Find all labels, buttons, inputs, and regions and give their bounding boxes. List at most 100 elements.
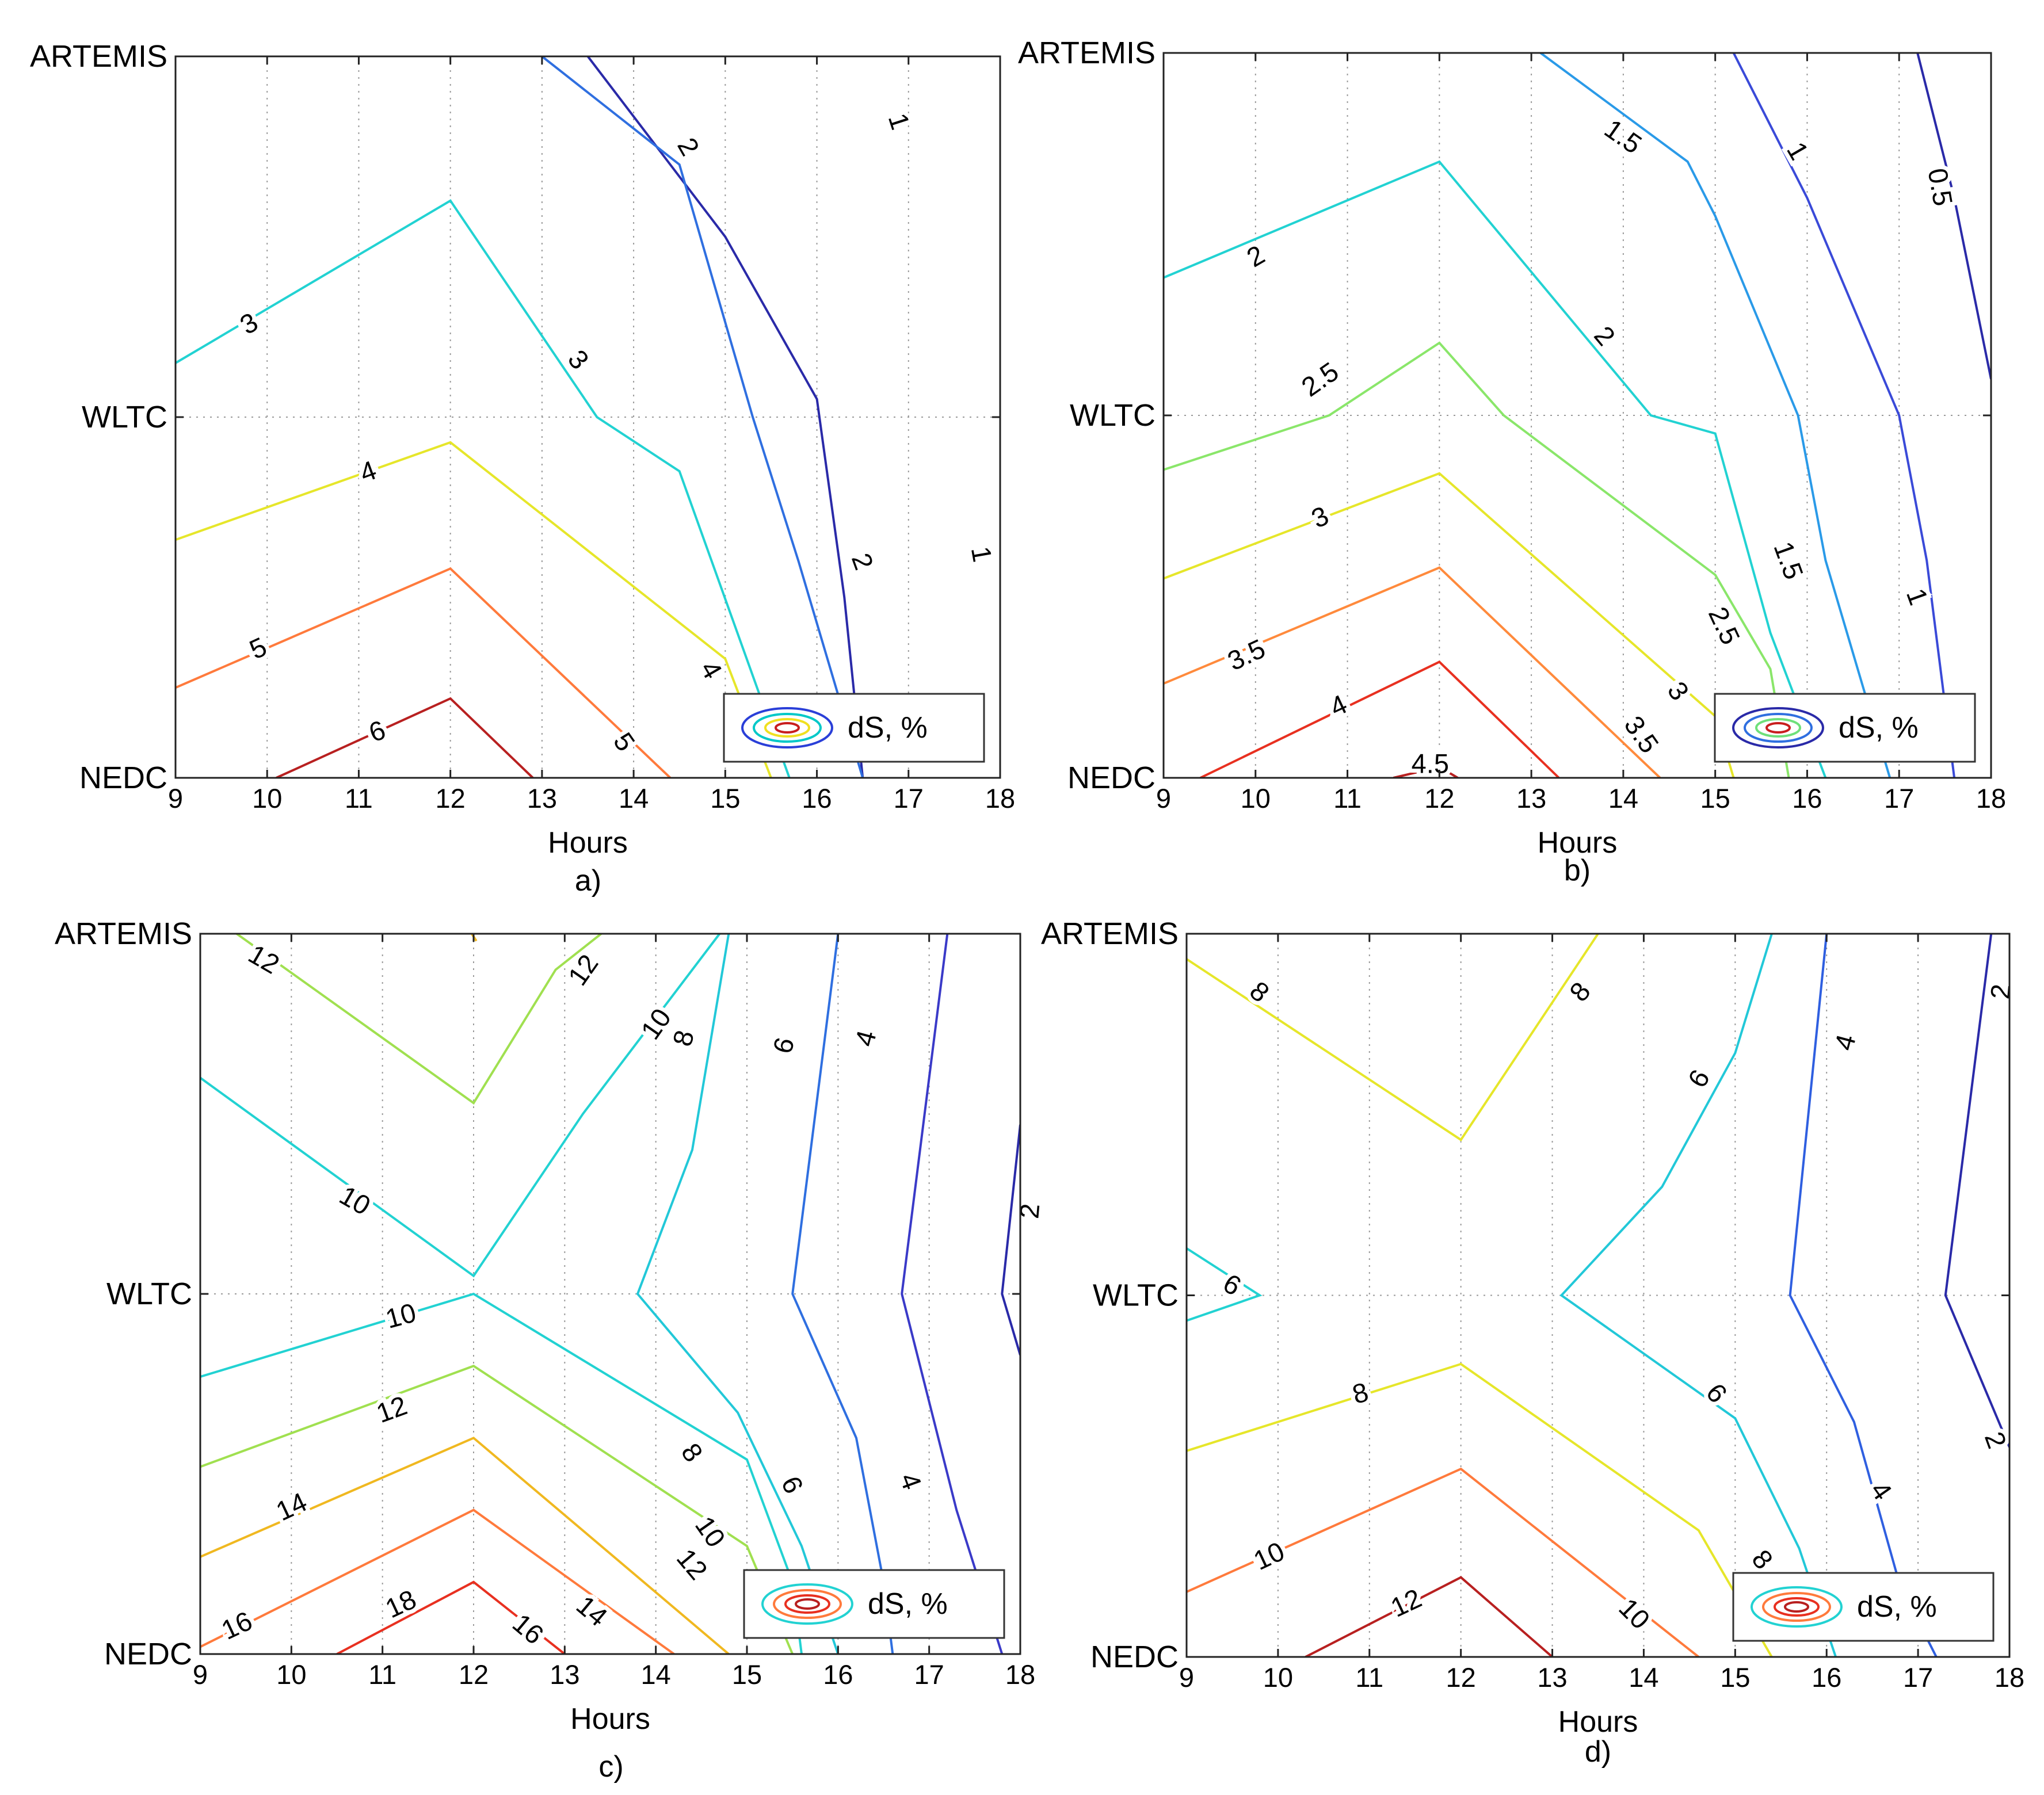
x-tick-label: 16 [802, 783, 832, 814]
x-tick-label: 10 [1263, 1662, 1293, 1693]
x-tick-label: 15 [1720, 1662, 1750, 1693]
x-tick-label: 18 [1995, 1662, 2024, 1693]
x-tick-label: 13 [1516, 783, 1546, 814]
panel-caption: b) [1564, 854, 1591, 887]
contour-line-10a [200, 934, 721, 1278]
x-tick-label: 13 [550, 1659, 579, 1690]
y-tick-label-nedc: NEDC [1067, 761, 1156, 795]
contour-line-6 [276, 697, 534, 778]
contour-label: 3.5 [1223, 633, 1270, 677]
contour-label: 3 [1307, 500, 1333, 534]
contour-label: 2.5 [1703, 602, 1746, 650]
legend-label: dS, % [1857, 1590, 1937, 1624]
panel-caption: c) [598, 1750, 623, 1783]
y-tick-label-wltc: WLTC [106, 1277, 192, 1311]
x-tick-label: 15 [710, 783, 740, 814]
x-tick-label: 14 [1608, 783, 1638, 814]
contour-line-6a [1559, 934, 1837, 1657]
axes-frame [1162, 52, 1992, 779]
contour-line-1 [586, 56, 864, 778]
contour-label: 16 [216, 1605, 257, 1645]
contour-label: 3.5 [1618, 710, 1665, 758]
contour-label: 10 [1249, 1536, 1289, 1576]
contour-lines [1164, 53, 1991, 778]
contour-lines [200, 934, 1020, 1654]
x-tick-label: 15 [1700, 783, 1730, 814]
contour-label: 2 [1985, 983, 2016, 1000]
x-tick-label: 11 [1333, 783, 1362, 814]
contour-legend-icon [741, 707, 833, 748]
y-tick-label-nedc: NEDC [104, 1637, 192, 1671]
y-tick-label-nedc: NEDC [79, 761, 167, 795]
contour-label: 6 [1681, 1064, 1715, 1093]
contour-label: 18 [380, 1583, 421, 1624]
contour-label: 12 [372, 1389, 411, 1429]
x-tick-label: 13 [1537, 1662, 1567, 1693]
axes-frame [174, 55, 1001, 779]
contour-line-8 [636, 934, 840, 1654]
y-tick-label-wltc: WLTC [82, 400, 167, 434]
contour-label: 12 [562, 949, 604, 991]
y-tick-label-wltc: WLTC [1093, 1278, 1179, 1313]
contour-label: 4 [1828, 1031, 1862, 1053]
x-tick-label: 17 [914, 1659, 944, 1690]
contour-label: 1.5 [1768, 537, 1809, 583]
x-tick-label: 12 [459, 1659, 489, 1690]
contour-line-3.5 [1164, 566, 1661, 778]
y-tick-label-artemis: ARTEMIS [30, 39, 167, 74]
x-axis-title: Hours [1558, 1705, 1638, 1739]
x-tick-label: 18 [985, 783, 1015, 814]
x-tick-label: 11 [1355, 1662, 1383, 1693]
contour-line-2 [1944, 934, 2009, 1448]
contour-line-3 [176, 199, 791, 778]
legend-label: dS, % [1839, 711, 1919, 744]
contour-label: 1 [1781, 137, 1815, 165]
contour-label: 6 [776, 1472, 810, 1498]
contour-label: 1 [966, 544, 998, 564]
x-tick-label: 16 [1812, 1662, 1841, 1693]
panel-caption: d) [1585, 1735, 1611, 1769]
y-tick-label-artemis: ARTEMIS [1018, 36, 1156, 70]
contour-legend-icon [1751, 1586, 1843, 1628]
x-tick-label: 9 [1156, 783, 1171, 814]
legend-box [1732, 1572, 1995, 1642]
contour-label: 3 [235, 306, 263, 340]
legend-label: dS, % [848, 711, 928, 744]
contour-label: 10 [1613, 1592, 1656, 1634]
x-tick-label: 12 [436, 783, 466, 814]
contour-line-18 [336, 1580, 566, 1654]
x-tick-label: 9 [193, 1659, 208, 1690]
contour-line-4 [901, 934, 1004, 1654]
x-tick-label: 9 [168, 783, 183, 814]
legend: dS, % [1732, 1572, 1995, 1642]
x-tick-label: 11 [368, 1659, 396, 1690]
axes-frame [1185, 933, 2011, 1658]
contour-line-16 [200, 1508, 675, 1654]
contour-line-4 [1788, 934, 1938, 1657]
contour-lines [176, 56, 864, 778]
contour-label: 2 [1013, 1202, 1045, 1220]
contour-label: 14 [271, 1486, 311, 1526]
contour-label: 4 [894, 1469, 928, 1494]
contour-label: 2.5 [1296, 356, 1344, 403]
x-axis-title: Hours [570, 1702, 650, 1736]
contour-label: 10 [382, 1297, 419, 1334]
y-tick-label-nedc: NEDC [1090, 1640, 1179, 1674]
contour-label: 8 [676, 1438, 709, 1468]
contour-line-5 [176, 567, 672, 778]
legend-box [1714, 693, 1976, 763]
x-tick-label: 16 [823, 1659, 853, 1690]
y-tick-label-artemis: ARTEMIS [1041, 916, 1179, 951]
contour-line-12a [236, 934, 602, 1105]
contour-line-12 [1305, 1576, 1553, 1657]
x-tick-label: 17 [1903, 1662, 1933, 1693]
contour-label: 0.5 [1922, 166, 1959, 208]
contour-label: 2 [1241, 239, 1269, 273]
contour-line-10 [1187, 1467, 1700, 1657]
contour-line-2 [541, 56, 864, 778]
x-tick-label: 10 [1241, 783, 1271, 814]
